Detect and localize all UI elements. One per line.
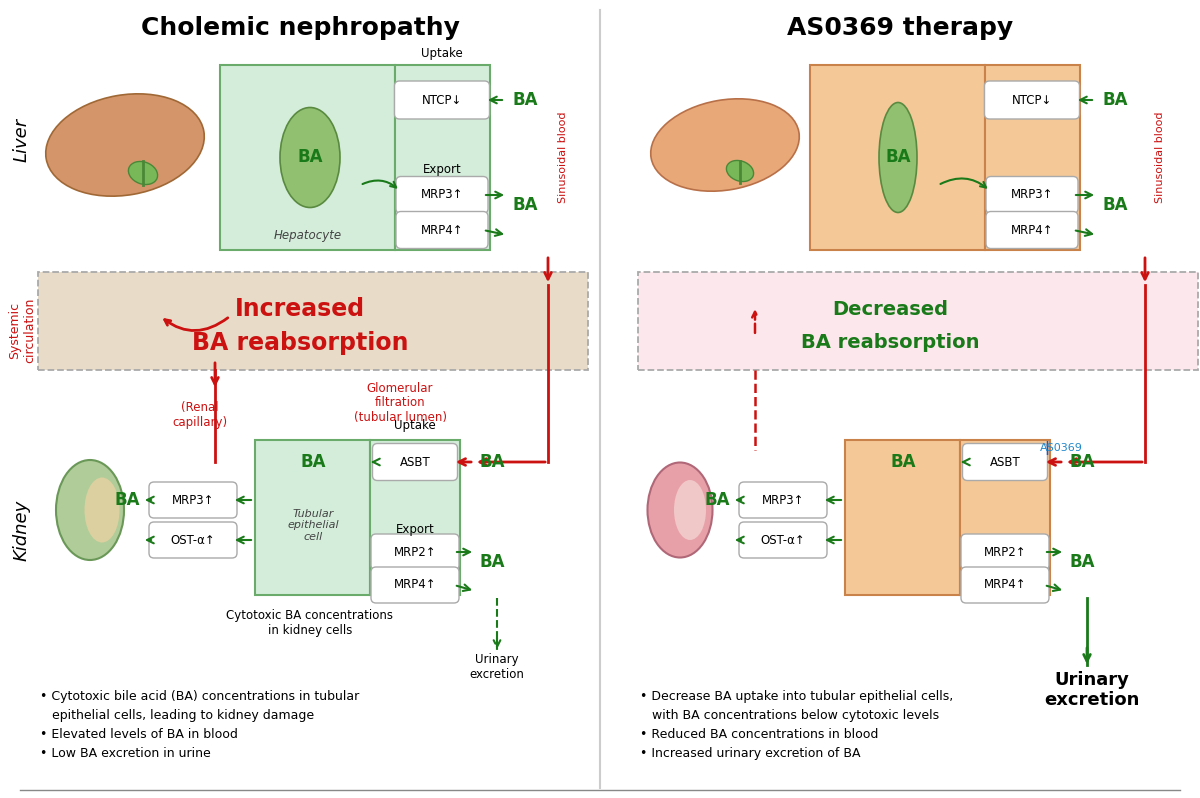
Text: BA: BA [114,491,139,509]
Text: • Reduced BA concentrations in blood: • Reduced BA concentrations in blood [640,728,878,741]
Text: BA: BA [298,148,323,167]
Text: Sinusoidal blood: Sinusoidal blood [1154,112,1165,203]
FancyBboxPatch shape [739,522,827,558]
Text: Sinusoidal blood: Sinusoidal blood [558,112,568,203]
Text: epithelial cells, leading to kidney damage: epithelial cells, leading to kidney dama… [40,709,314,722]
FancyBboxPatch shape [372,444,457,480]
Text: Urinary
excretion: Urinary excretion [1044,670,1140,709]
FancyBboxPatch shape [961,567,1049,603]
Bar [810,65,985,250]
Text: Hepatocyte: Hepatocyte [274,228,342,242]
Text: (Renal
capillary): (Renal capillary) [173,401,228,429]
FancyBboxPatch shape [962,444,1048,480]
Ellipse shape [674,480,706,540]
Ellipse shape [128,161,157,184]
Text: Systemic
circulation: Systemic circulation [8,298,36,362]
Text: ASBT: ASBT [400,456,431,468]
Text: BA: BA [479,453,505,471]
Text: BA reabsorption: BA reabsorption [800,333,979,352]
Text: MRP4↑: MRP4↑ [984,579,1026,591]
Text: • Low BA excretion in urine: • Low BA excretion in urine [40,747,211,760]
FancyBboxPatch shape [149,482,238,518]
FancyBboxPatch shape [961,534,1049,570]
Text: Export: Export [396,523,434,536]
Bar [370,440,460,595]
Text: MRP3↑: MRP3↑ [172,493,215,507]
Text: NTCP↓: NTCP↓ [1012,93,1052,106]
Bar [256,440,370,595]
Text: Uptake: Uptake [421,46,463,60]
FancyBboxPatch shape [986,211,1078,248]
Text: • Increased urinary excretion of BA: • Increased urinary excretion of BA [640,747,860,760]
Ellipse shape [56,460,124,560]
Text: Export: Export [422,164,461,176]
Ellipse shape [648,463,713,558]
Text: MRP4↑: MRP4↑ [421,223,463,236]
Text: BA: BA [1103,91,1128,109]
FancyBboxPatch shape [396,176,488,214]
Text: BA reabsorption: BA reabsorption [192,330,408,354]
Text: Glomerular
filtration
(tubular lumen): Glomerular filtration (tubular lumen) [354,381,446,425]
Text: MRP2↑: MRP2↑ [394,546,437,559]
Ellipse shape [726,160,754,182]
Text: Tubular
epithelial
cell: Tubular epithelial cell [287,508,338,542]
FancyBboxPatch shape [986,176,1078,214]
Text: • Cytotoxic bile acid (BA) concentrations in tubular: • Cytotoxic bile acid (BA) concentration… [40,690,359,703]
Text: Uptake: Uptake [394,420,436,433]
Ellipse shape [46,94,204,196]
Text: Kidney: Kidney [13,500,31,561]
Bar [220,65,395,250]
Text: MRP2↑: MRP2↑ [984,546,1026,559]
Bar [395,65,490,250]
Bar [845,440,960,595]
Text: • Decrease BA uptake into tubular epithelial cells,: • Decrease BA uptake into tubular epithe… [640,690,953,703]
Text: BA: BA [890,453,916,471]
Text: BA: BA [512,91,538,109]
Ellipse shape [280,108,340,207]
Ellipse shape [84,477,120,543]
Text: OST-α↑: OST-α↑ [170,534,215,547]
FancyBboxPatch shape [739,482,827,518]
Text: BA: BA [704,491,730,509]
FancyBboxPatch shape [395,81,490,119]
Text: Cholemic nephropathy: Cholemic nephropathy [140,16,460,40]
Text: BA: BA [886,148,911,167]
Text: • Elevated levels of BA in blood: • Elevated levels of BA in blood [40,728,238,741]
Text: |: | [1044,441,1050,455]
Ellipse shape [878,102,917,212]
Text: BA: BA [512,196,538,214]
Text: MRP4↑: MRP4↑ [394,579,437,591]
Text: AS0369: AS0369 [1039,443,1082,453]
Text: MRP3↑: MRP3↑ [1010,188,1054,202]
FancyBboxPatch shape [371,534,458,570]
Text: Liver: Liver [13,118,31,162]
Text: ASBT: ASBT [990,456,1020,468]
Bar [960,440,1050,595]
Text: with BA concentrations below cytotoxic levels: with BA concentrations below cytotoxic l… [640,709,940,722]
Bar [985,65,1080,250]
Text: AS0369 therapy: AS0369 therapy [787,16,1013,40]
Text: Decreased: Decreased [832,300,948,318]
Ellipse shape [650,99,799,192]
FancyBboxPatch shape [149,522,238,558]
Text: BA: BA [300,453,325,471]
Text: MRP4↑: MRP4↑ [1010,223,1054,236]
Text: BA: BA [1103,196,1128,214]
Text: Urinary
excretion: Urinary excretion [469,653,524,681]
Text: BA: BA [479,553,505,571]
Text: Cytotoxic BA concentrations
in kidney cells: Cytotoxic BA concentrations in kidney ce… [227,609,394,637]
Bar [38,272,588,370]
Bar [638,272,1198,370]
Text: Increased: Increased [235,297,365,322]
Text: BA: BA [1069,553,1094,571]
Text: BA: BA [1069,453,1094,471]
FancyBboxPatch shape [396,211,488,248]
FancyBboxPatch shape [984,81,1080,119]
Text: MRP3↑: MRP3↑ [762,493,804,507]
Text: MRP3↑: MRP3↑ [421,188,463,202]
FancyBboxPatch shape [371,567,458,603]
Text: NTCP↓: NTCP↓ [422,93,462,106]
Text: OST-α↑: OST-α↑ [761,534,805,547]
